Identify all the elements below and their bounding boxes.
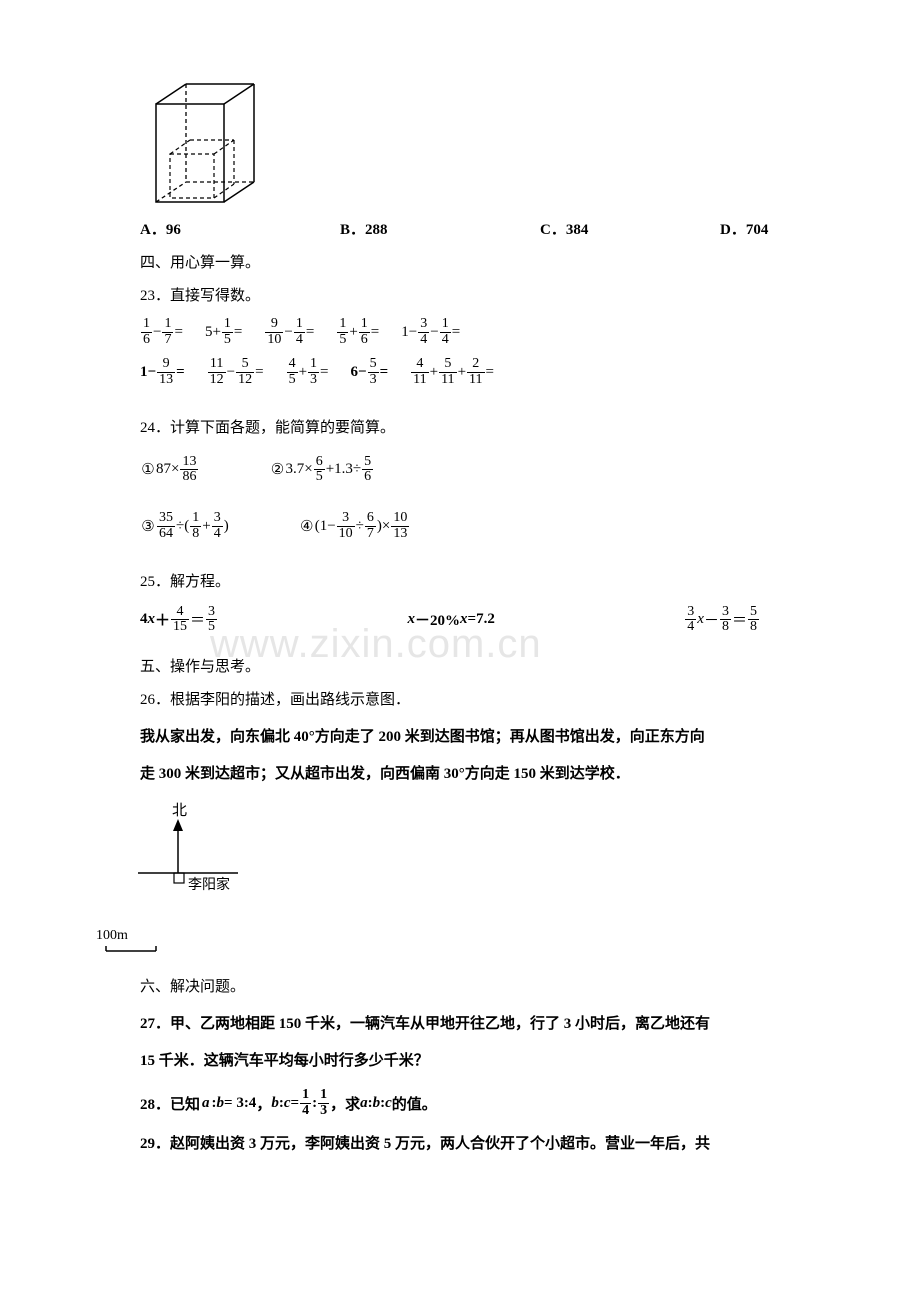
option-c[interactable]: C．384 [540, 218, 720, 239]
section-4-title: 四、用心算一算。 [140, 251, 780, 272]
q26-desc1: 我从家出发，向东偏北 40°方向走了 200 米到达图书馆；再从图书馆出发，向正… [140, 721, 780, 754]
option-b[interactable]: B．288 [340, 218, 540, 239]
q28-f1: 14 [300, 1088, 311, 1118]
option-d[interactable]: D．704 [720, 218, 780, 239]
q25-title: 25．解方程。 [140, 570, 780, 591]
q23-title: 23．直接写得数。 [140, 284, 780, 305]
q23-row2: 1−913=1112−512=45+13=6−53=411+511+211= [140, 357, 780, 387]
compass-figure: 北 李阳家 100m [112, 801, 780, 963]
section-6-title: 六、解决问题。 [140, 975, 780, 996]
q28-pre: 28．已知 [140, 1093, 200, 1114]
compass-svg: 北 李阳家 [112, 801, 272, 921]
section-5-title: 五、操作与思考。 [140, 655, 780, 676]
scale-bar [92, 944, 172, 958]
north-label: 北 [172, 802, 187, 819]
q26-desc2: 走 300 米到达超市；又从超市出发，向西偏南 30°方向走 150 米到达学校… [140, 758, 780, 791]
q28-tail: 的值。 [392, 1093, 437, 1114]
q26-title: 26．根据李阳的描述，画出路线示意图． [140, 688, 780, 709]
option-a[interactable]: A．96 [140, 218, 340, 239]
home-label: 李阳家 [188, 876, 230, 893]
mc-options-row: A．96 B．288 C．384 D．704 [140, 218, 780, 239]
q28-abc: a [360, 1095, 368, 1112]
q24-row1: ①87×1386②3.7×65+1.3÷56 [140, 455, 780, 485]
q28-c2: ，求 [330, 1093, 360, 1114]
q28-ab: a [202, 1095, 210, 1112]
scale-label: 100m [96, 928, 780, 944]
cuboid-figure [150, 80, 780, 210]
q23-row1: 16−17=5+15=910−14=15+16=1−34−14= [140, 317, 780, 347]
q29-line: 29．赵阿姨出资 3 万元，李阿姨出资 5 万元，两人合伙开了个小超市。营业一年… [140, 1128, 780, 1161]
q28-f2: 13 [318, 1088, 329, 1118]
q24-title: 24．计算下面各题，能简算的要简算。 [140, 416, 780, 437]
q25-row: 4x＋415 ＝35x－20%x =7.234x－38＝58 [140, 605, 760, 635]
cuboid-svg [150, 80, 270, 210]
q28-line: 28．已知 a:b = 3:4 ， b:c = 14 : 13 ，求 a:b:c… [140, 1088, 780, 1118]
q27-l2: 15 千米．这辆汽车平均每小时行多少千米？ [140, 1045, 780, 1078]
q28-bc-b: b [271, 1095, 279, 1112]
q28-c1: ， [256, 1093, 271, 1114]
q24-row2: ③3564÷(18+34)④(1−310÷67)×1013 [140, 511, 780, 541]
q28-colon: : [312, 1095, 317, 1112]
q27-l1: 27．甲、乙两地相距 150 千米，一辆汽车从甲地开往乙地，行了 3 小时后，离… [140, 1008, 780, 1041]
